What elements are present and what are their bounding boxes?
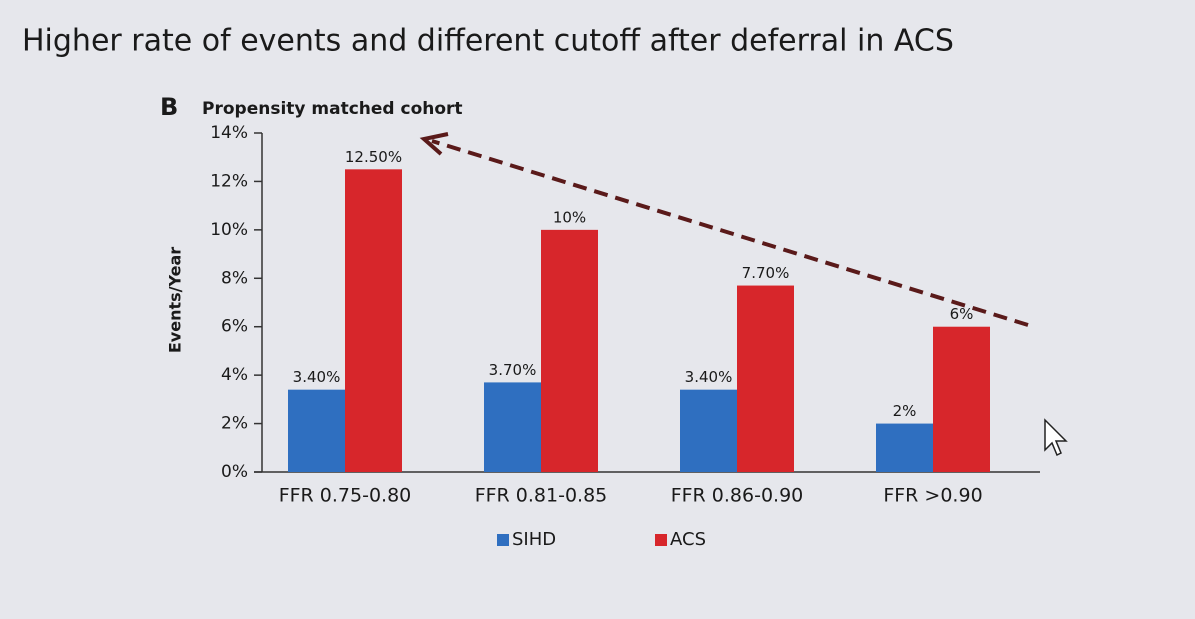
cursor: [1044, 418, 1068, 457]
y-axis-label: Events/Year: [166, 247, 185, 353]
value-label: 3.40%: [293, 368, 341, 386]
x-tick-label: FFR 0.75-0.80: [279, 485, 412, 507]
y-tick-label: 2%: [221, 414, 248, 434]
legend-swatch: [497, 534, 509, 546]
value-label: 10%: [553, 208, 586, 226]
value-label: 3.70%: [489, 361, 537, 379]
value-label: 12.50%: [345, 148, 402, 166]
panel-letter: B: [160, 93, 178, 121]
trend-arrowhead: [419, 132, 449, 156]
chart-title: Propensity matched cohort: [202, 99, 463, 119]
bar: [737, 285, 794, 472]
bar: [484, 382, 541, 472]
legend-label: ACS: [670, 529, 706, 550]
bar: [345, 169, 402, 473]
bar: [541, 229, 598, 472]
x-tick-label: FFR 0.86-0.90: [671, 485, 804, 507]
legend-label: SIHD: [512, 529, 556, 550]
y-tick-label: 14%: [210, 123, 248, 143]
bar: [288, 389, 345, 472]
y-tick-label: 0%: [221, 462, 248, 482]
bar: [933, 326, 990, 472]
slide-title: Higher rate of events and different cuto…: [22, 24, 954, 59]
trend-arrow: [431, 139, 1029, 327]
x-tick-label: FFR 0.81-0.85: [475, 485, 608, 507]
bar: [680, 389, 737, 472]
value-label: 7.70%: [742, 264, 790, 282]
value-label: 3.40%: [685, 368, 733, 386]
x-tick-label: FFR >0.90: [883, 485, 982, 507]
y-tick-label: 10%: [210, 220, 248, 240]
y-tick-label: 8%: [221, 268, 248, 288]
legend-swatch: [655, 534, 667, 546]
value-label: 2%: [893, 402, 917, 420]
bar: [876, 423, 933, 472]
value-label: 6%: [950, 305, 974, 323]
y-tick-label: 12%: [210, 171, 248, 191]
y-tick-label: 6%: [221, 317, 248, 337]
y-tick-label: 4%: [221, 365, 248, 385]
